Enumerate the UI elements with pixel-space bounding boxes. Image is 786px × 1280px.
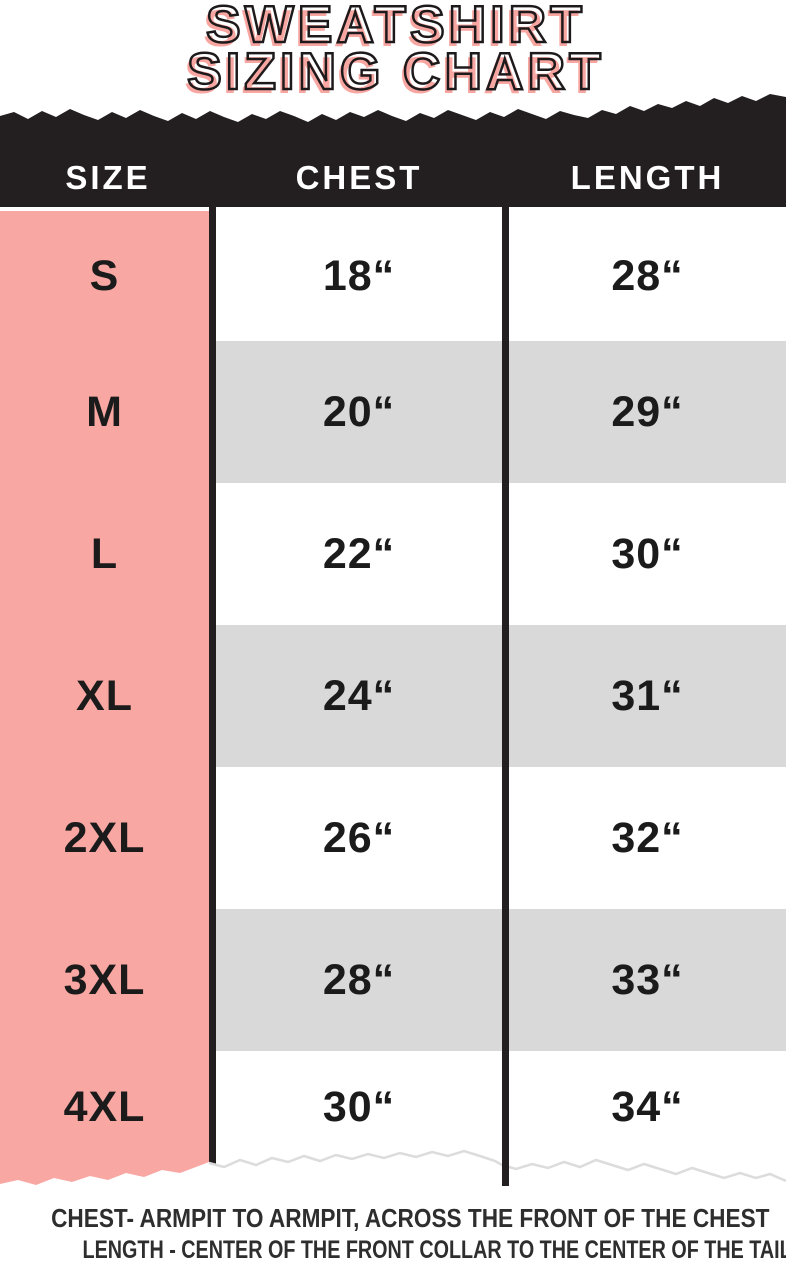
size-cell: S [89,251,120,300]
chest-cell: 30“ [322,1082,396,1131]
size-cell: 2XL [63,813,146,862]
torn-paper-edge-top [0,94,786,207]
page-title: SWEATSHIRT SWEATSHIRT SIZING CHART SIZIN… [0,0,786,102]
column-header-size: SIZE [65,159,151,196]
column-divider-2 [502,207,509,1186]
length-cell: 28“ [611,251,684,300]
chest-cell: 26“ [322,813,396,862]
row-stripe [216,909,786,1051]
size-cell: M [86,387,123,436]
length-cell: 30“ [611,529,684,578]
column-header-chest: CHEST [295,159,423,196]
measurement-notes: CHEST- ARMPIT TO ARMPIT, ACROSS THE FRON… [0,1202,786,1264]
chest-cell: 24“ [322,671,396,720]
length-cell: 33“ [611,955,684,1004]
column-header-length: LENGTH [570,159,725,196]
torn-paper-edge-bottom [0,1149,786,1200]
title-line-2-outline: SIZING CHART [186,43,605,101]
title-line-2-fill: SIZING CHART [184,47,602,105]
title-line-1: SWEATSHIRT SWEATSHIRT [0,0,786,55]
size-cell: 4XL [63,1082,146,1131]
title-line-2: SIZING CHART SIZING CHART [0,45,786,102]
length-measurement-note: LENGTH - CENTER OF THE FRONT COLLAR TO T… [82,1236,786,1264]
length-cell: 34“ [611,1082,684,1131]
length-cell: 32“ [611,813,684,862]
row-stripe [216,625,786,767]
title-line-1-outline: SWEATSHIRT [205,0,586,54]
column-divider-1 [209,207,216,1165]
size-cell: L [90,529,119,578]
size-cell: 3XL [63,955,146,1004]
row-stripe [216,341,786,483]
chest-cell: 28“ [322,955,396,1004]
size-column-background [0,211,209,1190]
chest-cell: 22“ [322,529,396,578]
length-cell: 29“ [611,387,684,436]
chest-cell: 18“ [322,251,396,300]
title-line-1-fill: SWEATSHIRT [203,0,583,58]
size-cell: XL [76,671,133,720]
length-cell: 31“ [611,671,684,720]
chest-cell: 20“ [322,387,396,436]
chest-measurement-note: CHEST- ARMPIT TO ARMPIT, ACROSS THE FRON… [51,1203,770,1233]
